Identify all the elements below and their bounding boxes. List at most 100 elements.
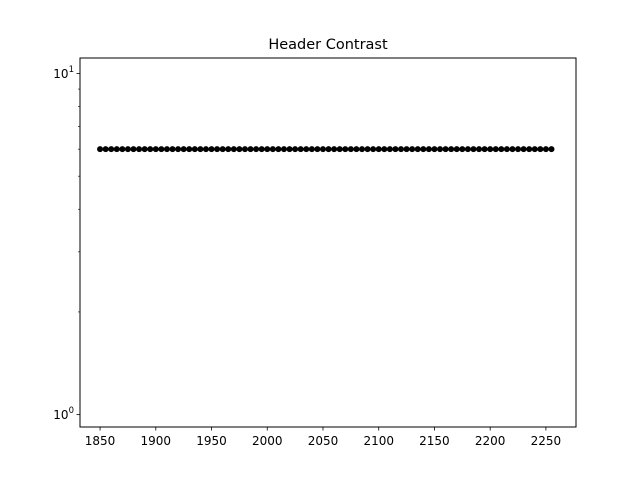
data-point [236,146,243,153]
data-point [264,146,271,153]
data-point [336,146,343,153]
data-points [97,146,555,153]
data-point [425,146,432,153]
data-point [437,146,444,153]
data-point [258,146,265,153]
data-point [214,146,221,153]
x-tick-label: 2200 [475,434,506,448]
data-point [537,146,544,153]
data-point [548,146,555,153]
x-tick-label: 1950 [196,434,227,448]
x-tick-label: 2000 [252,434,283,448]
data-point [398,146,405,153]
data-point [386,146,393,153]
data-point [253,146,260,153]
data-point [275,146,282,153]
data-point [136,146,143,153]
data-point [515,146,522,153]
data-point [487,146,494,153]
data-point [331,146,338,153]
data-point [448,146,455,153]
data-point [520,146,527,153]
data-point [286,146,293,153]
data-point [359,146,365,153]
data-point [442,146,449,153]
data-point [509,146,516,153]
data-point [113,146,120,153]
data-point [470,146,477,153]
data-point [152,146,159,153]
data-point [292,146,299,153]
data-point [175,146,182,153]
data-point [280,146,287,153]
data-point [375,146,382,153]
data-point [370,146,377,153]
data-point [141,146,148,153]
data-point [347,146,354,153]
data-point [230,146,237,153]
data-point [531,146,538,153]
data-point [476,146,483,153]
data-point [526,146,533,153]
data-point [130,146,137,153]
data-point [197,146,204,153]
data-point [325,146,332,153]
data-point [308,146,315,153]
data-point [225,146,232,153]
data-point [102,146,109,153]
data-point [191,146,198,153]
x-tick-label: 2100 [363,434,394,448]
data-point [420,146,427,153]
data-point [431,146,438,153]
data-point [492,146,499,153]
data-point [108,146,115,153]
plot-area-frame [79,57,577,428]
data-point [481,146,488,153]
data-point [342,146,349,153]
data-point [498,146,505,153]
data-point [353,146,360,153]
data-point [97,146,104,153]
data-point [314,146,321,153]
data-point [319,146,326,153]
data-point [119,146,126,153]
y-tick-label: 101 [53,65,74,81]
data-point [364,146,371,153]
data-point [409,146,416,153]
data-point [303,146,310,153]
data-point [414,146,421,153]
data-point [186,146,193,153]
data-point [381,146,388,153]
data-point [403,146,410,153]
x-tick-label: 1850 [85,434,116,448]
data-point [459,146,466,153]
data-point [247,146,254,153]
data-point [269,146,276,153]
data-point [208,146,215,153]
data-point [241,146,248,153]
data-point [219,146,226,153]
data-point [542,146,549,153]
data-point [180,146,187,153]
y-axis-ticks: 100 101 [53,65,80,422]
x-tick-label: 2250 [531,434,562,448]
data-point [392,146,399,153]
data-point [202,146,209,153]
data-point [158,146,165,153]
data-point [464,146,471,153]
x-tick-label: 2150 [419,434,450,448]
data-point [503,146,510,153]
data-point [147,146,154,153]
data-point [297,146,304,153]
y-tick-label: 100 [53,406,74,422]
x-axis-ticks: 1850 1900 1950 2000 2050 2100 2150 2200 2250 [85,427,561,448]
data-point [163,146,170,153]
data-point [453,146,460,153]
x-tick-label: 1900 [141,434,172,448]
x-tick-label: 2050 [308,434,339,448]
data-point [169,146,176,153]
chart-title: Header Contrast [268,37,388,53]
data-point [124,146,131,153]
